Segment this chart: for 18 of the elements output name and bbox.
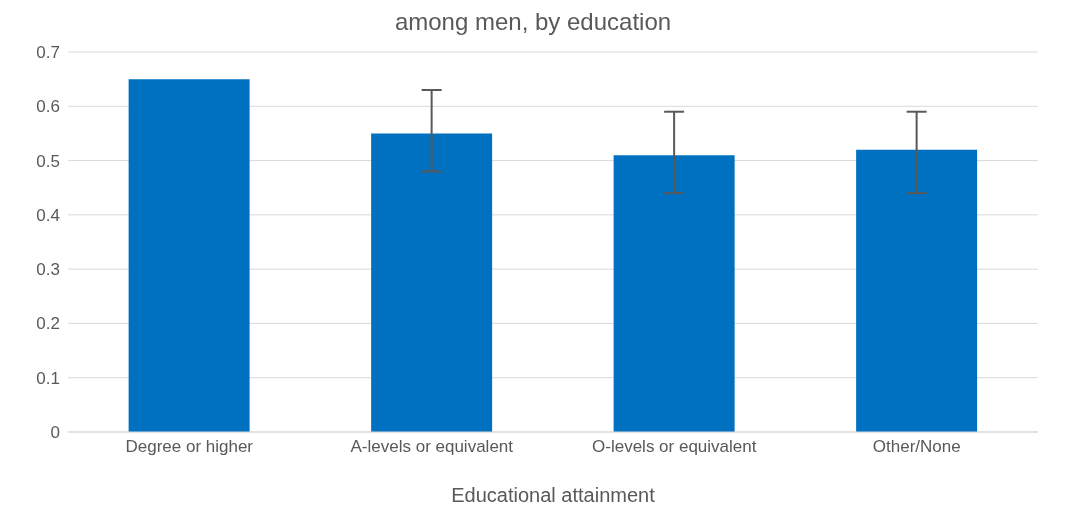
y-tick-label: 0.1	[36, 368, 60, 388]
y-tick-label: 0.6	[36, 97, 60, 117]
x-axis-title: Educational attainment	[451, 484, 656, 506]
y-tick-label: 0.2	[36, 314, 60, 334]
chart-title: among men, by education	[393, 8, 673, 37]
y-tick-label: 0.7	[36, 43, 60, 63]
bar	[371, 133, 493, 432]
x-tick-label: O-levels or equivalent	[592, 437, 757, 457]
bar	[856, 149, 978, 432]
y-tick-label: 0.4	[36, 205, 60, 225]
x-tick-label: Degree or higher	[125, 437, 254, 457]
bar	[613, 155, 735, 432]
x-tick-label: Other/None	[872, 437, 961, 457]
bar	[128, 79, 250, 432]
y-tick-label: 0.3	[36, 260, 60, 280]
x-tick-label: A-levels or equivalent	[350, 437, 514, 457]
y-tick-label: 0	[50, 423, 60, 443]
y-tick-label: 0.5	[36, 151, 60, 171]
